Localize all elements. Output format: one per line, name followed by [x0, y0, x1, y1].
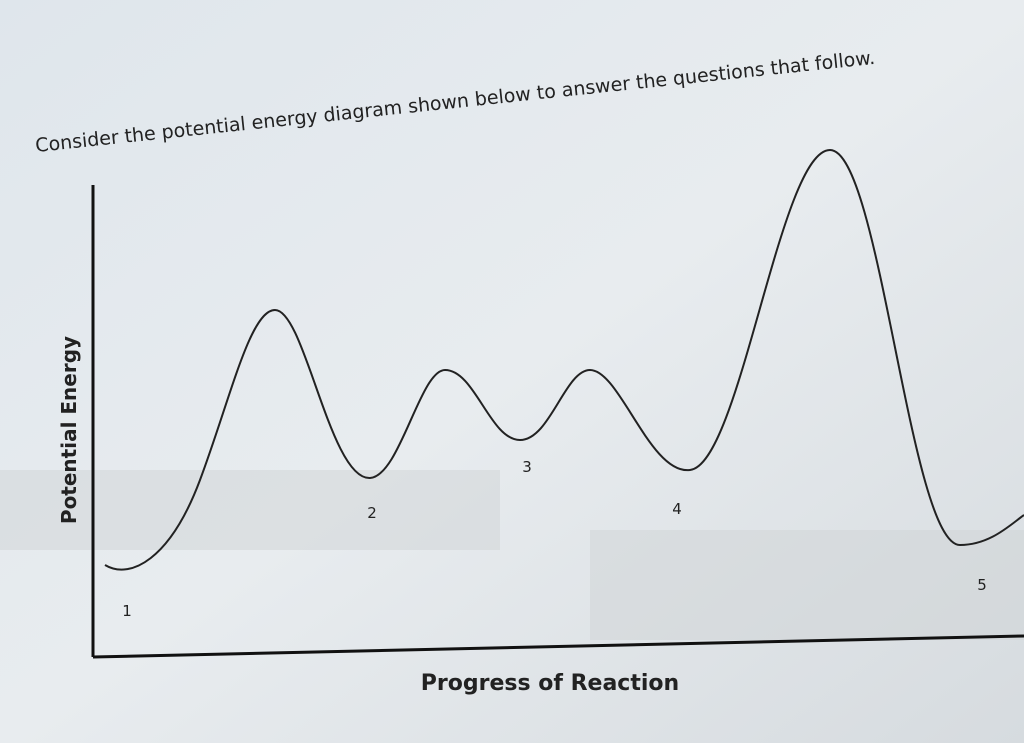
point-label: 5	[977, 576, 987, 594]
point-label: 1	[122, 602, 132, 620]
x-axis	[92, 634, 1024, 659]
shadow	[590, 530, 1024, 640]
y-axis-label: Potential Energy	[57, 336, 81, 524]
point-label: 2	[367, 504, 377, 522]
point-label: 4	[672, 500, 682, 518]
energy-curve	[104, 148, 1024, 571]
x-axis-label: Progress of Reaction	[421, 671, 679, 696]
point-label: 3	[522, 458, 532, 476]
shadow	[0, 470, 500, 550]
